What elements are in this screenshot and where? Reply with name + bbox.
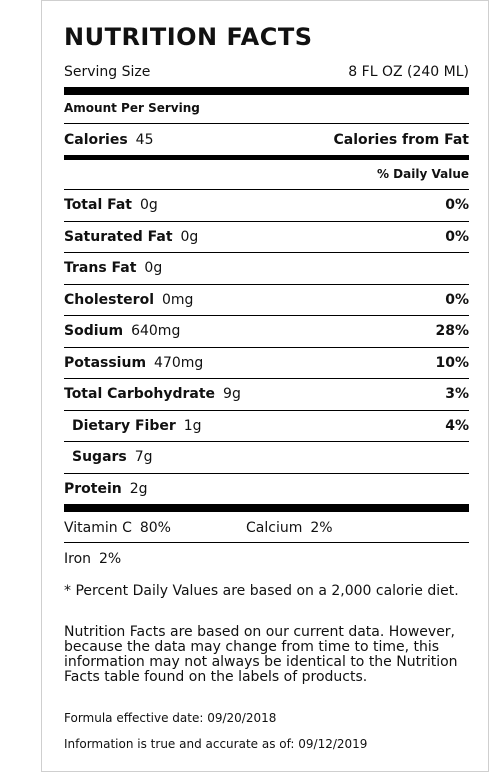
vitamins-row: Vitamin C 80% Calcium 2% (64, 520, 469, 536)
nutrient-amount: 7g (134, 449, 153, 465)
nutrient-dv: 0% (445, 292, 469, 308)
nutrient-name: Saturated Fat (64, 229, 173, 245)
nutrient-amount: 9g (223, 386, 241, 402)
calories-label: Calories (64, 132, 128, 148)
nutrient-row-cholesterol: Cholesterol 0mg 0% (64, 292, 469, 308)
calcium-value: 2% (310, 520, 333, 536)
nutrition-facts-panel: NUTRITION FACTS Serving Size 8 FL OZ (24… (41, 0, 489, 772)
nutrient-row-sugars: Sugars 7g (72, 449, 469, 465)
label-title: NUTRITION FACTS (64, 23, 313, 51)
nutrient-amount: 0g (144, 260, 163, 276)
nutrient-amount: 470mg (154, 355, 204, 371)
divider (64, 252, 469, 253)
calories-value: 45 (135, 132, 154, 148)
nutrient-amount: 2g (129, 481, 148, 497)
thick-divider (64, 87, 469, 95)
nutrient-row-protein: Protein 2g (64, 481, 469, 497)
iron-label: Iron (64, 551, 92, 567)
nutrient-name: Total Carbohydrate (64, 386, 216, 402)
calories-row: Calories 45 Calories from Fat (64, 132, 469, 148)
divider (64, 542, 469, 543)
nutrient-amount: 0g (140, 197, 158, 213)
disclaimer-text: Nutrition Facts are based on our current… (64, 624, 458, 685)
divider (64, 378, 469, 379)
nutrient-dv: 4% (445, 418, 469, 434)
nutrient-row-potassium: Potassium 470mg 10% (64, 355, 469, 371)
nutrient-dv: 28% (435, 323, 469, 339)
calories-from-fat-label: Calories from Fat (333, 132, 469, 148)
nutrient-name: Cholesterol (64, 292, 154, 308)
formula-effective-date: Formula effective date: 09/20/2018 (64, 711, 277, 725)
nutrient-row-total-carbohydrate: Total Carbohydrate 9g 3% (64, 386, 469, 402)
nutrient-row-total-fat: Total Fat 0g 0% (64, 197, 469, 213)
nutrient-dv: 0% (445, 229, 469, 245)
amount-per-serving-label: Amount Per Serving (64, 101, 200, 115)
percent-dv-footnote: * Percent Daily Values are based on a 2,… (64, 583, 459, 599)
daily-value-header: % Daily Value (376, 167, 469, 181)
nutrient-row-saturated-fat: Saturated Fat 0g 0% (64, 229, 469, 245)
nutrient-dv: 0% (445, 197, 469, 213)
divider (64, 473, 469, 474)
divider (64, 189, 469, 190)
daily-value-header-row: % Daily Value (64, 167, 469, 181)
nutrient-dv: 3% (445, 386, 469, 402)
iron-value: 2% (99, 551, 122, 567)
nutrient-name: Potassium (64, 355, 147, 371)
calcium-label: Calcium (246, 520, 303, 536)
divider (64, 315, 469, 316)
serving-size-label: Serving Size (64, 64, 151, 80)
iron-row: Iron 2% (64, 551, 469, 567)
divider (64, 410, 469, 411)
nutrient-name: Dietary Fiber (72, 418, 176, 434)
serving-size-value: 8 FL OZ (240 ML) (348, 64, 469, 80)
vitamin-c-label: Vitamin C (64, 520, 132, 536)
accuracy-date: Information is true and accurate as of: … (64, 737, 368, 751)
divider (64, 221, 469, 222)
nutrient-amount: 0g (180, 229, 199, 245)
amount-per-serving: Amount Per Serving (64, 101, 469, 115)
nutrient-amount: 1g (183, 418, 202, 434)
divider (64, 284, 469, 285)
nutrient-amount: 0mg (162, 292, 194, 308)
thick-divider (64, 504, 469, 512)
nutrient-name: Sugars (72, 449, 127, 465)
divider (64, 347, 469, 348)
nutrient-name: Trans Fat (64, 260, 137, 276)
nutrient-row-trans-fat: Trans Fat 0g (64, 260, 469, 276)
nutrient-name: Protein (64, 481, 122, 497)
nutrient-name: Total Fat (64, 197, 133, 213)
nutrient-amount: 640mg (131, 323, 181, 339)
nutrient-name: Sodium (64, 323, 124, 339)
medium-divider (64, 155, 469, 160)
divider (64, 123, 469, 124)
nutrient-row-dietary-fiber: Dietary Fiber 1g 4% (72, 418, 469, 434)
serving-size-row: Serving Size 8 FL OZ (240 ML) (64, 64, 469, 80)
nutrient-dv: 10% (435, 355, 469, 371)
divider (64, 441, 469, 442)
vitamin-c-value: 80% (139, 520, 171, 536)
nutrient-row-sodium: Sodium 640mg 28% (64, 323, 469, 339)
